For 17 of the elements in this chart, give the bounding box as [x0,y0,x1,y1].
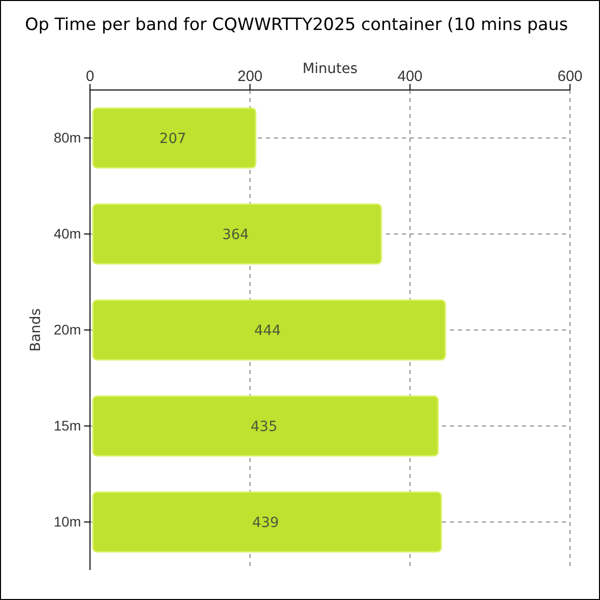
data-label: 364 [222,226,250,243]
data-label: 439 [252,514,279,531]
y-tick-label: 15m [54,417,81,434]
x-tick-label: 400 [397,68,423,85]
data-label: 444 [254,322,282,339]
data-label: 207 [159,130,186,147]
y-axis-title: Bands [28,308,44,352]
x-tick-label: 600 [557,68,583,85]
x-tick-label: 0 [86,68,94,85]
data-label: 435 [250,418,278,435]
chart-title: Op Time per band for CQWWRTTY2025 container (10 mins paus [25,15,568,35]
y-tick-label: 80m [54,129,81,146]
y-tick-label: 40m [54,225,81,242]
y-tick-label: 20m [54,321,81,338]
x-axis-title: Minutes [302,61,358,77]
x-tick-label: 200 [237,68,263,85]
y-tick-label: 10m [54,513,81,530]
